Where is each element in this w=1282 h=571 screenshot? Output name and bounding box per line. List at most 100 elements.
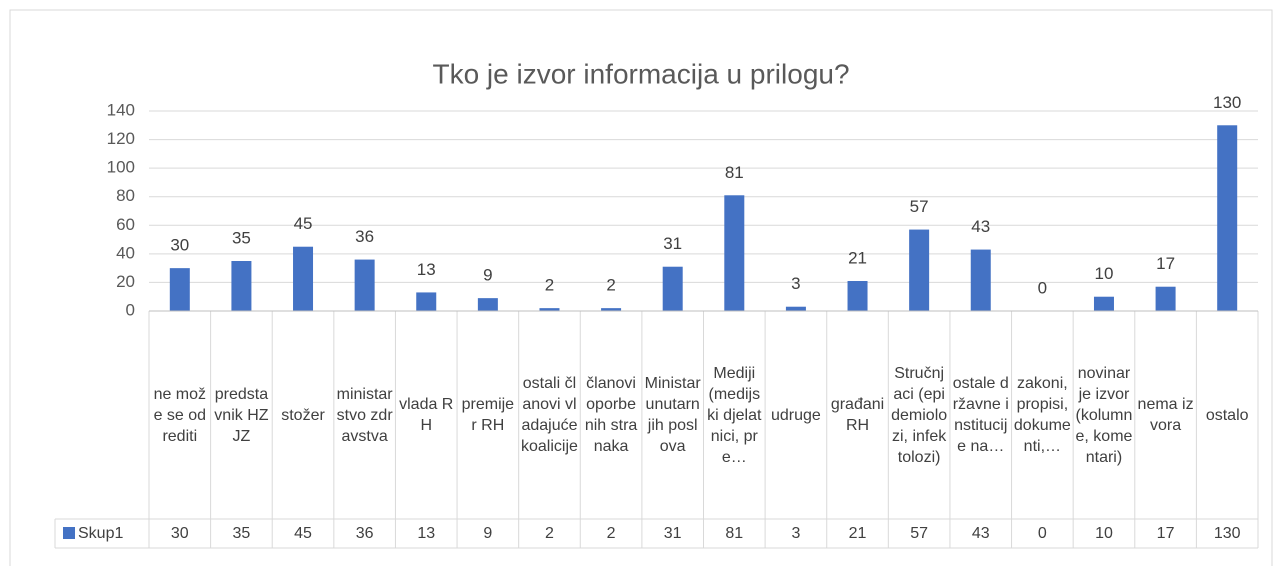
table-value: 130 (1214, 525, 1241, 542)
y-tick-label: 120 (107, 129, 135, 148)
data-label: 57 (910, 197, 929, 216)
x-tick-label-box: ostale državne institucije na… (952, 375, 1009, 455)
table-value: 17 (1157, 525, 1175, 542)
table-value: 3 (791, 525, 800, 542)
bar (662, 266, 683, 311)
data-label: 10 (1095, 264, 1114, 283)
data-label: 35 (232, 228, 251, 247)
x-tick-label-box: novinar je izvor (kolumne, komentari) (1075, 364, 1133, 466)
x-tick-label: članovi oporbenih stranaka (584, 375, 638, 455)
chart-title: Tko je izvor informacija u prilogu? (432, 58, 849, 89)
y-tick-label: 20 (116, 272, 135, 291)
chart-frame (9, 9, 1273, 571)
x-tick-label-box: ne može se odrediti (153, 385, 207, 445)
x-tick-label-box: ostali članovi vladajuće koalicije (521, 375, 578, 455)
data-label: 0 (1038, 278, 1047, 297)
legend-swatch (63, 527, 75, 539)
y-tick-label: 80 (116, 186, 135, 205)
table-value: 13 (417, 525, 435, 542)
bar (1155, 286, 1176, 311)
bar (169, 268, 190, 311)
x-tick-label-box: zakoni, propisi, dokumenti,… (1013, 375, 1071, 455)
bar (601, 308, 622, 311)
x-tick-label-box: članovi oporbenih stranaka (584, 375, 638, 455)
x-tick-label: ostalo (1205, 406, 1249, 424)
bar (539, 308, 560, 311)
table-value: 45 (294, 525, 312, 542)
table-value: 35 (233, 525, 251, 542)
y-tick-label: 40 (116, 243, 135, 262)
data-label: 9 (483, 266, 492, 285)
x-tick-label: građani RH (830, 396, 885, 434)
table-value: 43 (972, 525, 990, 542)
bar (1217, 125, 1238, 312)
data-label: 2 (545, 276, 554, 295)
x-tick-label-box: nema izvora (1138, 396, 1194, 434)
bar (1093, 296, 1114, 311)
x-tick-label-box: građani RH (830, 396, 885, 434)
data-label: 21 (848, 248, 867, 267)
x-tick-label-box: Ministar unutarnjih poslova (644, 375, 701, 455)
table-value: 9 (483, 525, 492, 542)
bar (231, 261, 252, 311)
x-tick-label: vlada RH (399, 396, 454, 434)
table-value: 2 (607, 525, 616, 542)
bar (909, 229, 930, 311)
y-tick-label: 100 (107, 158, 135, 177)
x-tick-label-box: Stručnjaci (epidemiolozi, infektolozi) (891, 364, 948, 466)
table-value: 2 (545, 525, 554, 542)
x-tick-label: stožer (281, 406, 325, 424)
bar (416, 292, 437, 311)
y-tick-label: 0 (126, 300, 135, 319)
bar (724, 195, 745, 311)
table-value: 31 (664, 525, 682, 542)
x-tick-label: zakoni, propisi, dokumenti,… (1013, 375, 1071, 455)
x-tick-label-box: udruge (771, 406, 821, 424)
bar (477, 298, 498, 311)
data-label: 36 (355, 227, 374, 246)
bar (970, 249, 991, 311)
data-label: 2 (606, 276, 615, 295)
x-tick-label-box: ostalo (1205, 406, 1249, 424)
table-value: 30 (171, 525, 189, 542)
table-value: 81 (725, 525, 743, 542)
data-label: 17 (1156, 254, 1175, 273)
x-tick-label-box: premijer RH (461, 396, 515, 434)
bar (785, 306, 806, 311)
table-value: 57 (910, 525, 928, 542)
x-tick-label: predstavnik HZJZ (214, 385, 269, 445)
data-label: 45 (294, 214, 313, 233)
table-value: 36 (356, 525, 374, 542)
data-label: 43 (971, 217, 990, 236)
data-label: 13 (417, 260, 436, 279)
bar (293, 246, 314, 311)
x-tick-label-box: vlada RH (399, 396, 454, 434)
x-tick-label: ostali članovi vladajuće koalicije (521, 375, 578, 455)
x-tick-label-box: Mediji (medijski djelatnici, pre… (707, 364, 762, 466)
x-tick-label: premijer RH (461, 396, 515, 434)
table-value: 0 (1038, 525, 1047, 542)
x-tick-label: udruge (771, 406, 821, 424)
data-label: 130 (1213, 93, 1241, 112)
x-tick-label: Ministar unutarnjih poslova (644, 375, 701, 455)
data-label: 30 (170, 236, 189, 255)
data-label: 3 (791, 274, 800, 293)
table-value: 10 (1095, 525, 1113, 542)
x-tick-label-box: stožer (281, 406, 325, 424)
y-tick-label: 140 (107, 100, 135, 119)
x-tick-label: Mediji (medijski djelatnici, pre… (707, 364, 762, 466)
table-value: 21 (849, 525, 867, 542)
x-tick-label: ministarstvo zdravstva (336, 385, 393, 445)
x-tick-label: novinar je izvor (kolumne, komentari) (1075, 364, 1133, 466)
data-label: 31 (663, 234, 682, 253)
data-label: 81 (725, 163, 744, 182)
x-tick-label: ostale državne institucije na… (952, 375, 1009, 455)
x-tick-label-box: predstavnik HZJZ (214, 385, 269, 445)
bar (354, 259, 375, 311)
x-tick-label-box: ministarstvo zdravstva (336, 385, 393, 445)
legend-label: Skup1 (78, 525, 123, 542)
x-tick-label: Stručnjaci (epidemiolozi, infektolozi) (891, 364, 948, 466)
x-tick-label: ne može se odrediti (153, 385, 207, 445)
y-tick-label: 60 (116, 215, 135, 234)
